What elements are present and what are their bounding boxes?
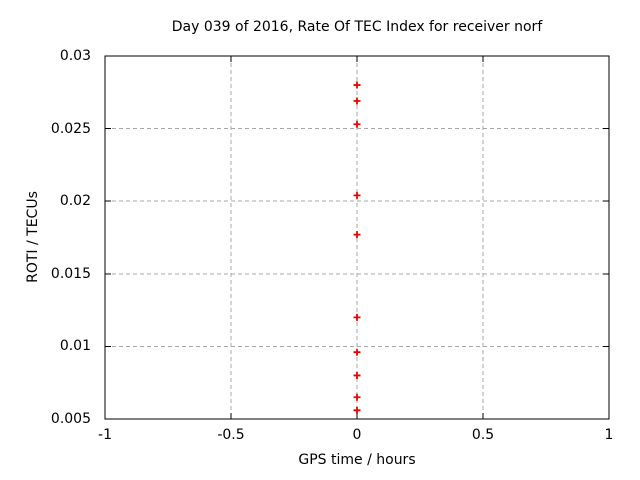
x-tick-label: -1 [98,427,112,443]
y-tick-label: 0.025 [50,120,91,137]
y-tick-label: 0.03 [59,48,91,64]
data-point-marker [353,191,361,199]
x-axis-title: GPS time / hours [298,452,416,468]
y-tick-label: 0.02 [59,193,91,210]
y-axis-title: ROTI / TECUs [25,191,41,283]
y-tick-label: 0.01 [59,338,91,355]
x-tick-label: 0 [352,427,362,443]
x-tick-label: -0.5 [217,427,245,443]
y-tick-label: 0.015 [50,265,91,282]
plot-border [104,55,610,420]
y-tick-label: 0.005 [50,411,91,427]
data-point-marker [353,393,361,401]
x-tick-label: 0.5 [471,427,495,443]
x-tick-label: 1 [604,427,614,443]
data-point-marker [353,97,361,105]
data-point-marker [353,81,361,89]
data-point-marker [353,406,361,414]
data-point-marker [353,371,361,379]
data-point-marker [353,348,361,356]
data-point-marker [353,231,361,239]
plot-area [104,55,610,420]
data-point-marker [353,313,361,321]
data-point-marker [353,120,361,128]
chart-title: Day 039 of 2016, Rate Of TEC Index for r… [171,19,543,35]
